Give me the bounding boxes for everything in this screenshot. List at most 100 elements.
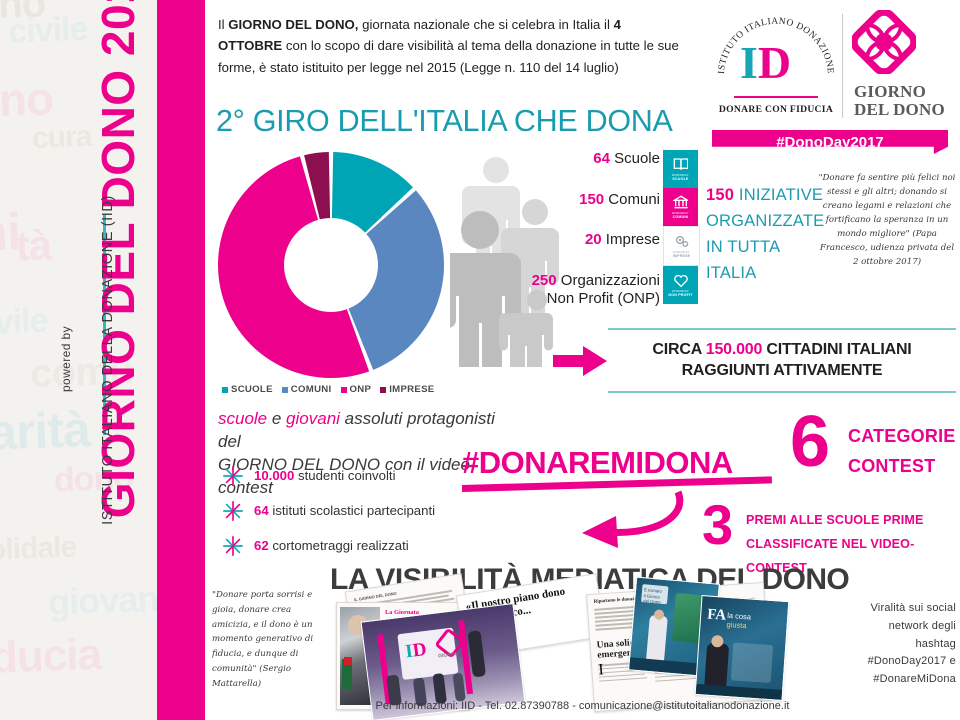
- footer-contact: Per informazioni: IID - Tel. 02.87390788…: [375, 700, 790, 712]
- bank-icon: [671, 195, 690, 210]
- iniziative-block: 150 INIZIATIVE ORGANIZZATE IN TUTTA ITAL…: [706, 182, 826, 286]
- circa-prefix: CIRCA: [652, 341, 706, 358]
- categories-count: 6: [790, 402, 831, 482]
- circa-line2: RAGGIUNTI ATTIVAMENTE: [681, 361, 883, 379]
- bullet-number: 10.000: [254, 468, 295, 483]
- donut-slice-comuni: [331, 190, 444, 370]
- legend-label: COMUNI: [290, 384, 332, 395]
- bullet-text: cortometraggi realizzati: [268, 538, 409, 553]
- badge-top-label: DONODAY: [672, 289, 689, 293]
- asterisk-icon: [222, 500, 244, 522]
- heart-icon: [673, 273, 689, 288]
- intro-paragraph: Il GIORNO DEL DONO, giornata nazionale c…: [218, 14, 688, 78]
- hashtag-ribbon: #DonoDay2017: [712, 130, 948, 154]
- circa-rule-bottom: [608, 390, 956, 393]
- circa-number: 150.000: [705, 341, 763, 358]
- iid-ring-text: ISTITUTO ITALIANO DONAZIONE: [717, 17, 835, 75]
- gdd-logo: GIORNO DEL DONO: [850, 8, 950, 119]
- badge-comuni: DONODAY COMUNI: [663, 188, 698, 226]
- prizes-label-l2: CLASSIFICATE NEL VIDEO-CONTEST: [746, 536, 915, 575]
- virality-note: Viralità sui social network degli hashta…: [867, 602, 956, 686]
- stat-number: 64: [593, 150, 610, 167]
- arrow-right-icon: [553, 346, 607, 376]
- categories-label-l2: CONTEST: [848, 455, 936, 476]
- iid-rule: [734, 96, 818, 98]
- bullet-item-0: 10.000 studenti coinvolti: [222, 458, 502, 493]
- donut-chart-svg: [217, 152, 444, 379]
- book-icon: [673, 157, 689, 172]
- iniziative-word: INIZIATIVE: [734, 186, 824, 204]
- papa-quote-attribution: (Papa Francesco, udienza privata del 2 o…: [819, 228, 955, 267]
- iniziative-line3: IN TUTTA ITALIA: [706, 238, 780, 283]
- badge-bottom-label: SCUOLE: [672, 177, 689, 181]
- intro-t3: con lo scopo di dare visibilità al tema …: [218, 38, 679, 75]
- press-clippings: IL GIORNO DEL DONO La Giornata Repubblic…: [336, 573, 866, 720]
- bullet-list: 10.000 studenti coinvolti 64 istituti sc…: [222, 458, 502, 563]
- iid-letter-d: D: [757, 37, 792, 88]
- legend-item-imprese: IMPRESE: [380, 384, 434, 395]
- bullet-number: 64: [254, 503, 269, 518]
- legend-label: IMPRESE: [389, 384, 435, 395]
- badge-bottom-label: COMUNI: [672, 215, 689, 219]
- gdd-line2: DEL DONO: [854, 99, 945, 119]
- stat-number: 150: [579, 190, 605, 208]
- stats-list: 64 Scuole 150 Comuni 20 Imprese 250 Organiz…: [480, 150, 660, 330]
- legend-label: SCUOLE: [231, 384, 273, 395]
- legend-item-scuole: SCUOLE: [222, 384, 273, 395]
- prizes-label: PREMI ALLE SCUOLE PRIME CLASSIFICATE NEL…: [746, 509, 960, 581]
- asterisk-icon: [222, 535, 244, 557]
- mattarella-quote-attribution: (Sergio Mattarella): [212, 663, 292, 689]
- iniziative-line2: ORGANIZZATE: [706, 212, 825, 231]
- stat-label: Comuni: [604, 190, 660, 208]
- stat-number: 250: [531, 272, 557, 290]
- legend-swatch: [222, 386, 228, 393]
- badge-bottom-label: IMPRESE: [672, 254, 691, 258]
- iid-letter-i: I: [740, 37, 758, 88]
- papa-francesco-quote: "Donare fa sentire più felici noi stessi…: [818, 172, 956, 269]
- iid-logo: ISTITUTO ITALIANO DONAZIONE ID DONARE CO…: [712, 12, 840, 124]
- donut-chart: [216, 150, 446, 380]
- badge-column: DONODAY SCUOLE DONODAY COMUNI DONODAY IMPRESE…: [663, 150, 700, 304]
- stat-row-0: 64 Scuole: [480, 150, 660, 168]
- clipping-photo-tv2: FA la cosa giusta: [694, 595, 790, 701]
- chart-legend: SCUOLE COMUNI ONP IMPRESE: [222, 384, 452, 395]
- bullet-item-1: 64 istituti scolastici partecipanti: [222, 493, 502, 528]
- gears-icon: [674, 234, 690, 249]
- stat-number: 20: [584, 231, 602, 249]
- iniziative-number: 150: [706, 186, 735, 204]
- giovani-word: giovani: [286, 409, 340, 428]
- legend-label: ONP: [349, 384, 372, 395]
- rail-powered-by: powered by: [59, 325, 73, 393]
- intro-t1: Il: [218, 17, 229, 32]
- badge-non-profit: DONODAY NON PROFIT: [663, 266, 698, 304]
- stat-row-1: 150 Comuni: [480, 191, 660, 209]
- circa-suffix: CITTADINI ITALIANI: [762, 341, 912, 358]
- people-icon: [450, 157, 559, 367]
- circa-rule-top: [608, 328, 956, 330]
- badge-top-label: DONODAY: [672, 173, 689, 177]
- legend-swatch: [380, 386, 387, 393]
- prizes-count: 3: [702, 493, 734, 556]
- page-title: 2° GIRO DELL'ITALIA CHE DONA: [216, 104, 673, 138]
- bullet-text: studenti coinvolti: [294, 468, 396, 483]
- categories-label-l1: CATEGORIE: [848, 426, 956, 446]
- bullet-text: istituti scolastici partecipanti: [268, 503, 436, 518]
- scuole-line2: GIORNO DEL DONO con il video-contest: [218, 454, 476, 497]
- badge-top-label: DONODAY: [672, 211, 689, 215]
- mattarella-quote-text: "Donare porta sorrisi e gioia, donare cr…: [212, 590, 314, 674]
- badge-imprese: DONODAY IMPRESE: [663, 226, 700, 266]
- stat-label: Scuole: [609, 150, 660, 167]
- badge-top-label: DONODAY: [673, 250, 690, 254]
- categories-label: CATEGORIE CONTEST: [848, 422, 955, 481]
- stat-row-3: 250 Organizzazioni Non Profit (ONP): [480, 272, 660, 307]
- logo-block: ISTITUTO ITALIANO DONAZIONE ID DONARE CO…: [706, 6, 954, 158]
- stat-label-2: Non Profit (ONP): [546, 289, 660, 307]
- left-rail: dono civile dono cura uni tà civile comu…: [0, 0, 205, 720]
- stat-label: Imprese: [601, 231, 660, 249]
- iid-claim: DONARE CON FIDUCIA: [718, 104, 834, 115]
- scuole-giovani-line: scuole e giovani assoluti protagonisti d…: [218, 408, 518, 500]
- rail-divider: [103, 215, 106, 435]
- intro-t2: giornata nazionale che si celebra in Ita…: [358, 17, 614, 32]
- badge-bottom-label: NON PROFIT: [668, 293, 693, 297]
